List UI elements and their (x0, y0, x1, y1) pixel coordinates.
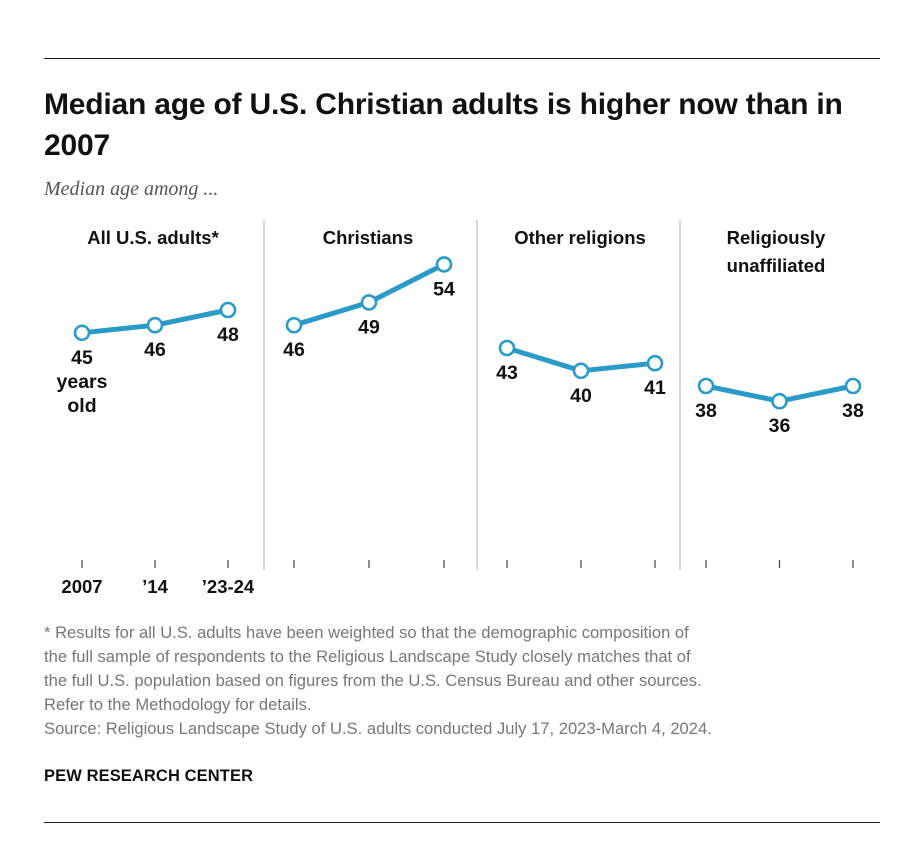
panel-title: All U.S. adults* (87, 227, 219, 248)
panel: Christians 46 49 54 (283, 227, 455, 568)
chart-subtitle: Median age among ... (44, 178, 219, 200)
data-label: 38 (695, 400, 717, 422)
footnotes: * Results for all U.S. adults have been … (44, 621, 894, 741)
data-label: 43 (496, 362, 518, 384)
data-point (572, 362, 590, 380)
x-tick-label: ’23-24 (202, 576, 255, 597)
data-label: 46 (283, 339, 305, 361)
data-point (219, 301, 237, 319)
data-label: 40 (570, 385, 592, 407)
footnote-line: the full sample of respondents to the Re… (44, 647, 691, 666)
data-point (844, 377, 862, 395)
top-rule (44, 58, 880, 59)
data-label: 49 (358, 316, 380, 338)
panel: Other religions 43 40 41 (496, 227, 666, 568)
data-point (360, 294, 378, 311)
source-line: Source: Religious Landscape Study of U.S… (44, 719, 712, 738)
footnote-line: * Results for all U.S. adults have been … (44, 623, 689, 642)
data-label: 38 (842, 400, 864, 422)
data-point (771, 392, 788, 410)
data-label: 36 (769, 415, 791, 437)
data-point (73, 324, 91, 342)
data-label: 54 (433, 278, 455, 300)
unit-label: years (57, 371, 108, 393)
data-point (146, 316, 164, 334)
x-tick-label: ’14 (142, 576, 168, 597)
data-point (697, 377, 715, 395)
panel: Religiously unaffiliated 38 36 38 (695, 227, 864, 568)
panel-title: Christians (323, 227, 413, 248)
data-point (285, 316, 303, 334)
data-label: 45 (71, 347, 93, 369)
data-label: 48 (217, 324, 239, 346)
bottom-rule (44, 822, 880, 823)
unit-label: old (67, 395, 96, 417)
panel-title: Religiously unaffiliated (727, 227, 826, 276)
brand-logo-text: PEW RESEARCH CENTER (44, 767, 254, 785)
data-label: 46 (144, 339, 166, 361)
data-label: 41 (644, 377, 666, 399)
data-point (646, 354, 664, 372)
footnote-line: the full U.S. population based on figure… (44, 671, 702, 690)
data-point (498, 339, 516, 357)
data-point (435, 256, 453, 273)
x-tick-label: 2007 (61, 576, 102, 597)
chart-title: Median age of U.S. Christian adults is h… (44, 88, 843, 162)
footnote-line: Refer to the Methodology for details. (44, 695, 312, 714)
panel-title: Other religions (514, 227, 646, 248)
